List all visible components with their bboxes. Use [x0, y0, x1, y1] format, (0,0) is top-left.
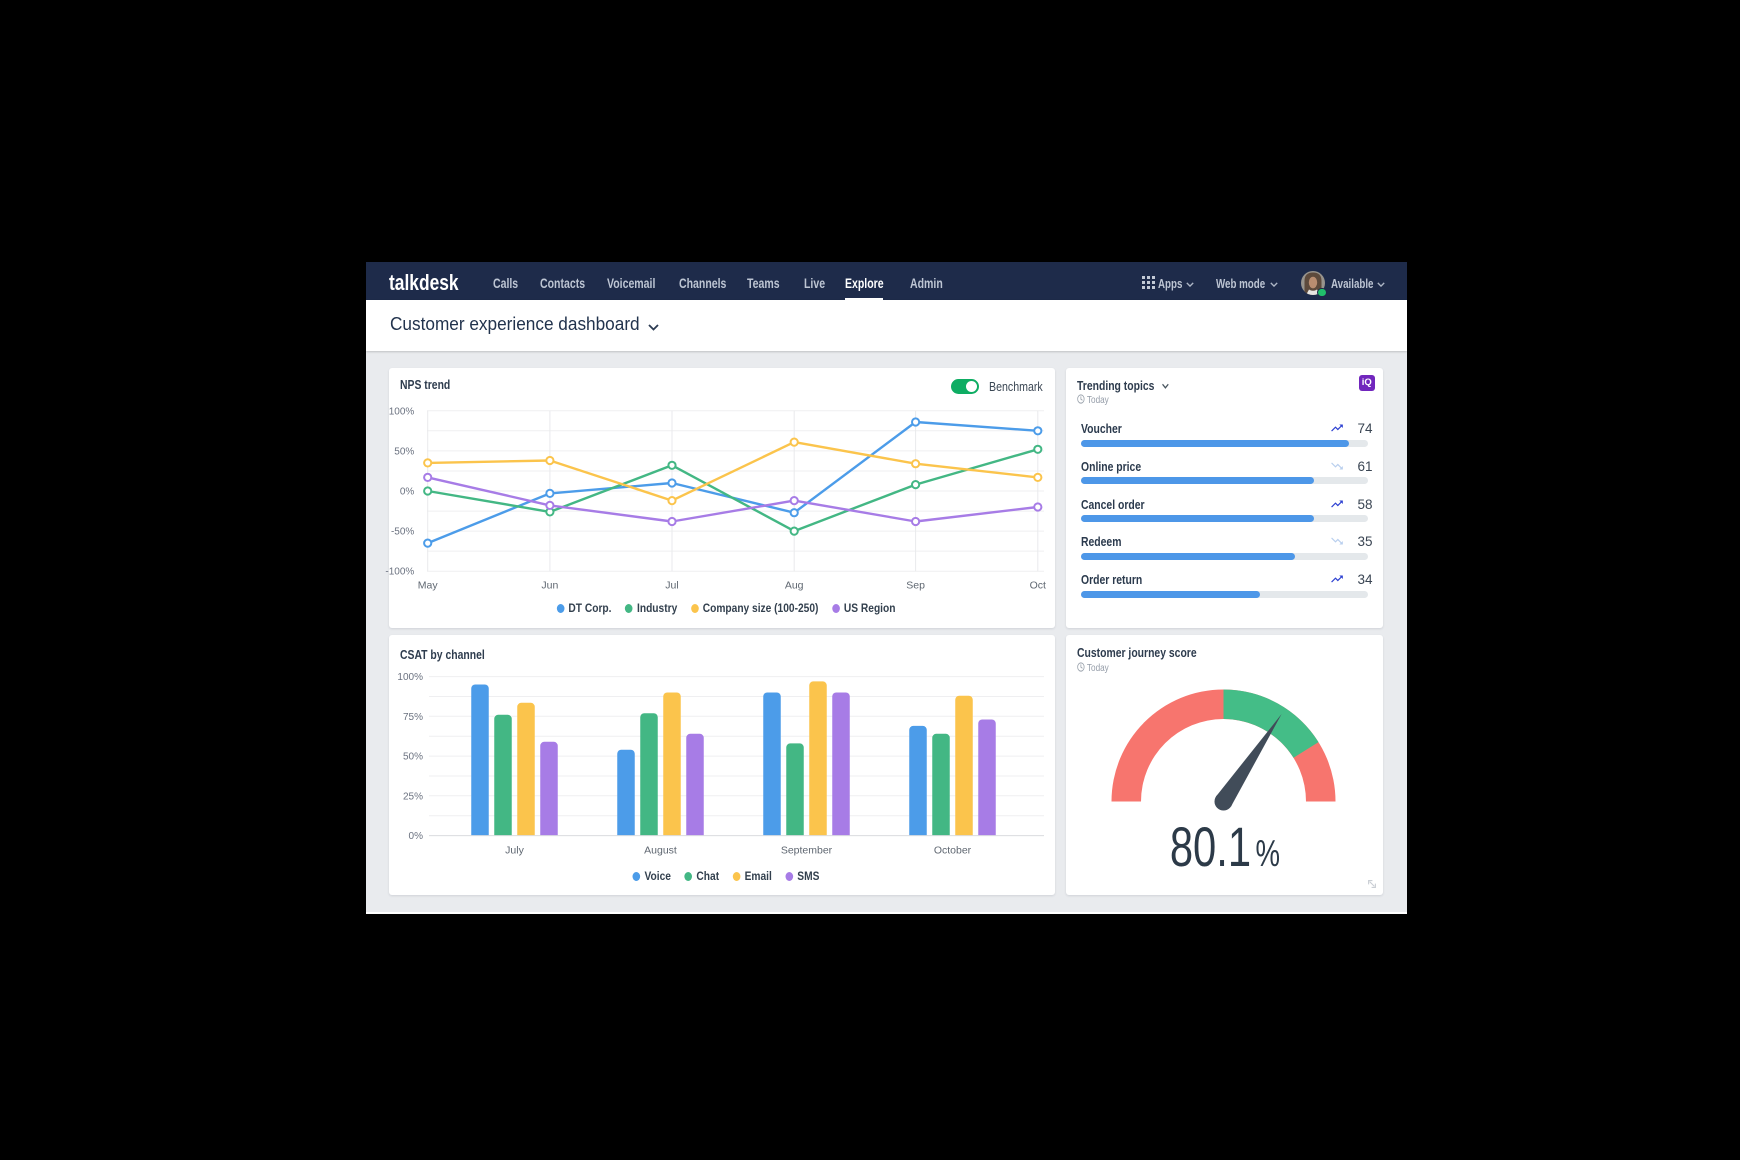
svg-text:75%: 75%	[403, 712, 423, 723]
svg-text:Jul: Jul	[665, 580, 678, 592]
svg-text:Aug: Aug	[785, 580, 804, 592]
svg-text:50%: 50%	[403, 752, 423, 763]
svg-text:Jun: Jun	[541, 580, 558, 592]
svg-text:100%: 100%	[389, 406, 415, 417]
svg-text:50%: 50%	[394, 446, 414, 457]
svg-text:August: August	[644, 845, 677, 857]
svg-text:Sep: Sep	[906, 580, 925, 592]
svg-text:25%: 25%	[403, 791, 423, 802]
svg-text:0%: 0%	[409, 831, 424, 842]
svg-text:July: July	[505, 845, 524, 857]
svg-text:October: October	[934, 845, 972, 857]
svg-text:100%: 100%	[397, 672, 423, 683]
svg-text:September: September	[781, 845, 833, 857]
svg-text:Oct: Oct	[1030, 580, 1046, 592]
svg-text:0%: 0%	[400, 487, 415, 498]
svg-text:-100%: -100%	[385, 567, 414, 578]
svg-text:-50%: -50%	[391, 527, 414, 538]
svg-text:May: May	[418, 580, 439, 592]
